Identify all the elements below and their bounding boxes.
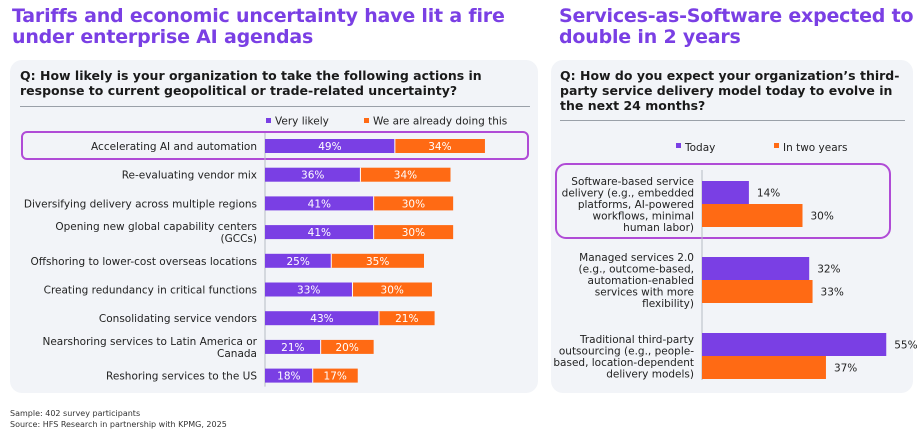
data-label-already-doing: 21% [395,313,418,325]
data-label-today: 32% [817,264,840,276]
category-label: Diversifying delivery across multiple re… [24,198,257,210]
bar-today [702,257,810,280]
bar-today [702,333,887,356]
legend-label-already-doing: We are already doing this [373,116,507,128]
category-label: automation-enabled [588,275,694,287]
legend-label-in-two-years: In two years [783,142,847,154]
category-label: delivery models) [606,368,694,380]
right-divider [560,120,905,121]
data-label-in-two-years: 30% [811,211,834,223]
category-label: (GCCs) [221,233,257,245]
bar-already-doing [394,139,485,153]
bar-in-two-years [702,356,826,379]
category-label: Creating redundancy in critical function… [44,285,257,297]
data-label-very-likely: 49% [318,141,341,153]
data-label-very-likely: 33% [297,285,320,297]
left-divider [20,106,530,107]
category-label: Nearshoring services to Latin America or [42,336,257,348]
bar-already-doing [360,167,451,182]
bar-very-likely [265,196,374,211]
category-label: Consolidating service vendors [99,313,257,325]
category-label: Accelerating AI and automation [91,141,257,153]
left-title: Tariffs and economic uncertainty have li… [12,6,532,48]
data-label-very-likely: 41% [308,198,331,210]
data-label-today: 14% [757,188,780,200]
category-label: outsourcing (e.g., people- [559,345,694,357]
category-label: Software-based service [571,176,694,188]
legend-marker-very-likely [266,118,271,123]
data-label-very-likely: 25% [286,256,309,268]
bar-already-doing [352,282,432,297]
category-label: Opening new global capability centers [55,221,257,233]
bar-already-doing [320,339,374,354]
bar-very-likely [265,167,361,182]
category-label: platforms, AI-powered [578,199,694,211]
data-label-already-doing: 20% [335,342,358,354]
data-label-already-doing: 17% [324,371,347,383]
data-label-already-doing: 30% [381,285,404,297]
bar-already-doing [378,311,435,326]
bar-today [702,181,749,204]
category-label: based, location-dependent [553,357,694,369]
data-label-already-doing: 30% [402,227,425,239]
bar-already-doing [312,368,358,383]
left-title-line-1: Tariffs and economic uncertainty have li… [12,5,505,27]
category-label: Reshoring services to the US [106,371,257,383]
source-footnote: Source: HFS Research in partnership with… [10,420,227,429]
legend-marker-in-two-years [774,143,779,148]
highlight-box-left [21,131,529,160]
bar-very-likely [265,253,332,268]
right-question: Q: How do you expect your organization’s… [560,68,900,113]
category-label: (e.g., outcome-based, [579,264,694,276]
data-label-very-likely: 41% [308,227,331,239]
legend-label-very-likely: Very likely [275,116,329,128]
category-label: Canada [217,348,257,360]
bar-already-doing [331,253,424,268]
legend-marker-already-doing [364,118,369,123]
data-label-in-two-years: 33% [821,287,844,299]
category-label: workflows, minimal [593,211,694,223]
data-label-very-likely: 36% [301,170,324,182]
right-title: Services-as-Software expected to double … [559,6,919,48]
highlight-box-right [555,163,891,239]
right-title-line-1: Services-as-Software expected to [559,5,914,27]
category-label: Re-evaluating vendor mix [122,170,257,182]
sample-footnote: Sample: 402 survey participants [10,409,141,418]
left-question: Q: How likely is your organization to ta… [20,68,482,98]
legend-label-today: Today [684,142,715,154]
category-label: flexibility) [642,298,694,310]
bar-in-two-years [702,280,813,303]
data-label-very-likely: 43% [310,313,333,325]
bar-already-doing [373,225,454,240]
bar-very-likely [265,282,353,297]
bar-very-likely [265,311,379,326]
category-label: services with more [595,287,694,299]
bar-very-likely [265,139,395,153]
category-label: Managed services 2.0 [579,252,694,264]
bar-in-two-years [702,204,803,227]
data-label-very-likely: 18% [277,371,300,383]
bar-very-likely [265,225,374,240]
bar-very-likely [265,368,313,383]
category-label: Traditional third-party [579,334,694,346]
data-label-already-doing: 34% [394,170,417,182]
bar-very-likely [265,339,321,354]
data-label-today: 55% [894,340,917,352]
right-title-line-2: double in 2 years [559,26,741,48]
data-label-in-two-years: 37% [834,363,857,375]
data-label-already-doing: 34% [428,141,451,153]
category-label: delivery (e.g., embedded [562,188,694,200]
category-label: human labor) [623,222,694,234]
data-label-already-doing: 30% [402,198,425,210]
bar-already-doing [373,196,454,211]
legend-marker-today [676,143,681,148]
data-label-very-likely: 21% [281,342,304,354]
category-label: Offshoring to lower-cost overseas locati… [31,256,257,268]
left-title-line-2: under enterprise AI agendas [12,26,314,48]
data-label-already-doing: 35% [366,256,389,268]
